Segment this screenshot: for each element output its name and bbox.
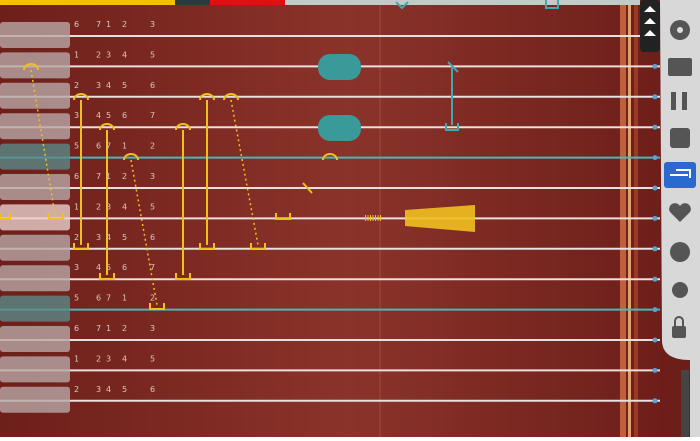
string-label: 1 [74,202,79,211]
string-label: 6 [96,142,101,151]
string-label: 6 [122,263,127,272]
key [0,113,70,140]
string-label: 5 [122,385,127,394]
string-label: 5 [122,233,127,242]
string-label: 5 [106,111,111,120]
string-label: 7 [96,324,101,333]
key [0,326,70,352]
string-label: 3 [96,385,101,394]
string-label: 4 [96,111,101,120]
string-label: 6 [150,233,155,242]
string-label: 5 [150,354,155,363]
string-peg [652,337,658,343]
string-peg [652,398,658,404]
progress-yellow [0,0,175,5]
string-label: 4 [122,202,127,211]
string-label: 6 [74,172,79,181]
string-label: 3 [150,20,155,29]
string-label: 4 [106,233,111,242]
string-label: 4 [106,81,111,90]
string-label: 4 [96,263,101,272]
string-label: 7 [96,172,101,181]
key [0,22,70,48]
string-label: 2 [74,233,79,242]
key-panel [0,22,70,413]
key [0,386,70,413]
string-label: 1 [122,294,127,303]
sidebar-icons[interactable] [664,20,696,338]
key [0,356,70,383]
string-label: 6 [74,324,79,333]
string-label: 4 [122,50,127,59]
string-label: 3 [150,172,155,181]
string-label: 5 [122,81,127,90]
string-label: 1 [122,142,127,151]
string-label: 7 [96,20,101,29]
string-label: 2 [150,294,155,303]
key [0,143,70,170]
string-label: 6 [150,385,155,394]
string-label: 2 [96,50,101,59]
string-label: 2 [96,354,101,363]
string-peg [652,94,658,100]
string-peg [652,367,658,373]
string-peg [652,246,658,252]
string-label: 4 [122,354,127,363]
progress-red [210,0,285,5]
string-peg [652,276,658,282]
key [0,234,70,261]
key [0,204,70,231]
string-label: 2 [74,81,79,90]
key [0,295,70,322]
string-label: 6 [74,20,79,29]
string-label: 6 [96,294,101,303]
string-labels: 6 7 1 2 31 2 3 4 52 3 4 5 63 4 5 6 75 6 7 1 26 7 1 2 31 2 3 4 52 3 4 5 6… [74,20,155,394]
string-label: 5 [150,202,155,211]
string-label: 1 [74,50,79,59]
sidebar [640,0,700,437]
string-label: 2 [96,202,101,211]
string-label: 2 [122,172,127,181]
string-label: 3 [106,354,111,363]
string-label: 3 [106,202,111,211]
string-label: 2 [74,385,79,394]
string-label: 1 [106,324,111,333]
string-label: 5 [74,294,79,303]
string-label: 4 [106,385,111,394]
progress-gray [285,0,640,5]
string-label: 3 [150,324,155,333]
string-label: 7 [150,111,155,120]
key [0,265,70,292]
string-label: 5 [74,142,79,151]
key [0,174,70,200]
string-label: 6 [150,81,155,90]
string-label: 3 [96,81,101,90]
string-label: 3 [96,233,101,242]
string-label: 7 [106,142,111,151]
string-label: 3 [106,50,111,59]
string-label: 5 [106,263,111,272]
string-peg [652,307,658,313]
string-label: 3 [74,263,79,272]
string-label: 2 [150,142,155,151]
notes [0,0,559,310]
string-peg [652,124,658,130]
string-label: 6 [122,111,127,120]
string-peg [652,215,658,221]
string-label: 5 [150,50,155,59]
string-label: 1 [106,20,111,29]
string-label: 2 [122,20,127,29]
string-label: 7 [150,263,155,272]
string-peg [652,63,658,69]
string-label: 2 [122,324,127,333]
string-label: 7 [106,294,111,303]
string-label: 1 [74,354,79,363]
progress-dark [175,0,210,5]
string-peg [652,155,658,161]
string-label: 1 [106,172,111,181]
string-peg [652,185,658,191]
string-label: 3 [74,111,79,120]
